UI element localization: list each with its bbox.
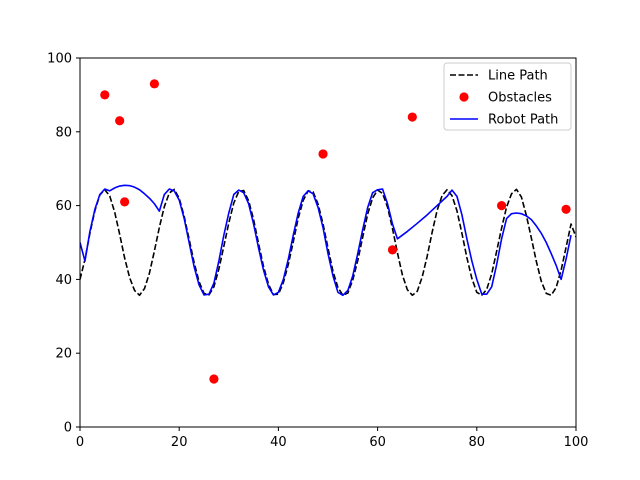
y-tick-label: 20 [55, 347, 72, 362]
robot-path-line [80, 184, 572, 297]
y-tick-label: 60 [55, 199, 72, 214]
series-layer [80, 79, 576, 384]
legend-label: Obstacles [488, 91, 552, 106]
legend-label: Robot Path [488, 113, 558, 128]
y-axis: 0 20 40 60 80 100 [47, 52, 80, 436]
legend-label: Line Path [488, 69, 548, 84]
axes-frame [79, 57, 577, 428]
x-tick-label: 40 [270, 435, 287, 450]
y-tick-label: 40 [55, 273, 72, 288]
x-tick-label: 100 [564, 435, 589, 450]
x-axis: 0 20 40 60 80 100 [76, 427, 589, 450]
obstacle-point [100, 90, 110, 100]
obstacle-point [407, 112, 417, 122]
obstacle-point [149, 79, 159, 89]
obstacle-point [120, 197, 130, 207]
legend-frame [443, 62, 572, 131]
y-tick-label: 0 [64, 421, 72, 436]
x-tick-label: 0 [76, 435, 84, 450]
obstacle-point [209, 374, 219, 384]
y-tick-label: 100 [47, 52, 72, 67]
obstacle-point [561, 204, 571, 214]
x-tick-label: 80 [469, 435, 486, 450]
legend: Line Path Obstacles Robot Path [443, 62, 572, 131]
line-path-line [80, 188, 576, 297]
x-tick-label: 60 [369, 435, 386, 450]
x-tick-label: 20 [171, 435, 188, 450]
obstacle-point [497, 201, 507, 211]
y-tick-label: 80 [55, 125, 72, 140]
legend-swatch-obstacles [459, 92, 469, 102]
obstacle-point [115, 116, 125, 126]
obstacle-point [318, 149, 328, 159]
obstacle-point [387, 245, 398, 255]
